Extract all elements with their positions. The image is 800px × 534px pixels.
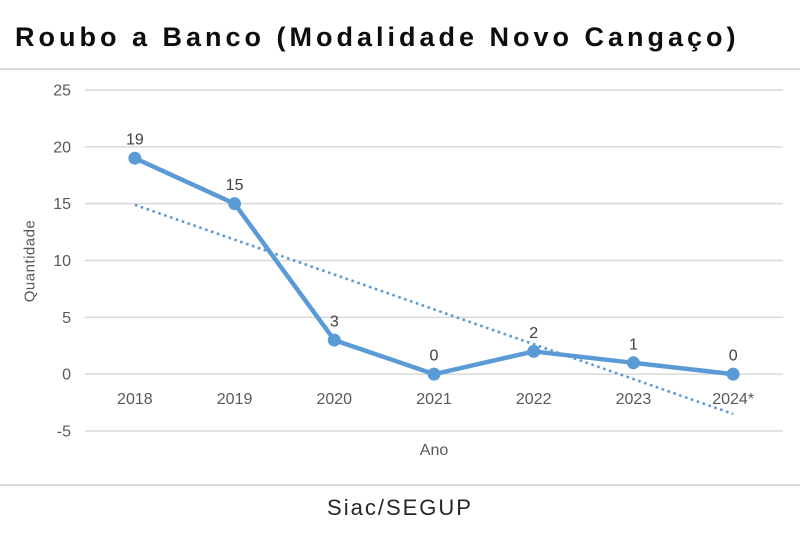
x-tick-label: 2022 xyxy=(516,391,552,408)
y-tick-label: 5 xyxy=(62,310,71,327)
x-tick-label: 2018 xyxy=(117,391,153,408)
data-point xyxy=(327,333,341,347)
data-point xyxy=(527,344,541,358)
data-label: 2 xyxy=(529,325,538,342)
series-line xyxy=(132,155,736,377)
data-point xyxy=(626,356,640,370)
data-point xyxy=(726,367,740,381)
x-tick-label: 2020 xyxy=(316,391,352,408)
x-tick-label: 2024* xyxy=(712,391,754,408)
y-tick-label: 0 xyxy=(62,367,71,384)
x-tick-label: 2019 xyxy=(217,391,253,408)
data-label: 0 xyxy=(430,348,439,365)
x-tick-label: 2021 xyxy=(416,391,452,408)
y-tick-label: 20 xyxy=(53,139,71,156)
y-tick-label: 15 xyxy=(53,196,71,213)
data-point xyxy=(427,367,441,381)
chart-title: Roubo a Banco (Modalidade Novo Cangaço) xyxy=(15,22,740,52)
data-label: 1 xyxy=(629,336,638,353)
data-label: 15 xyxy=(226,177,244,194)
y-tick-label: -5 xyxy=(57,424,71,441)
data-label: 0 xyxy=(729,348,738,365)
data-label: 3 xyxy=(330,314,339,331)
data-label: 19 xyxy=(126,132,144,149)
x-axis-title: Ano xyxy=(419,442,449,459)
y-tick-label: 25 xyxy=(53,83,71,100)
y-axis-title: Quantidade xyxy=(21,219,39,303)
bottom-divider xyxy=(0,484,800,486)
footer-source: Siac/SEGUP xyxy=(327,495,473,520)
x-tick-label: 2023 xyxy=(616,391,652,408)
top-divider xyxy=(0,68,800,70)
y-tick-label: 10 xyxy=(53,253,71,270)
data-point xyxy=(228,197,242,211)
data-point xyxy=(128,151,142,165)
trendline xyxy=(134,203,734,416)
